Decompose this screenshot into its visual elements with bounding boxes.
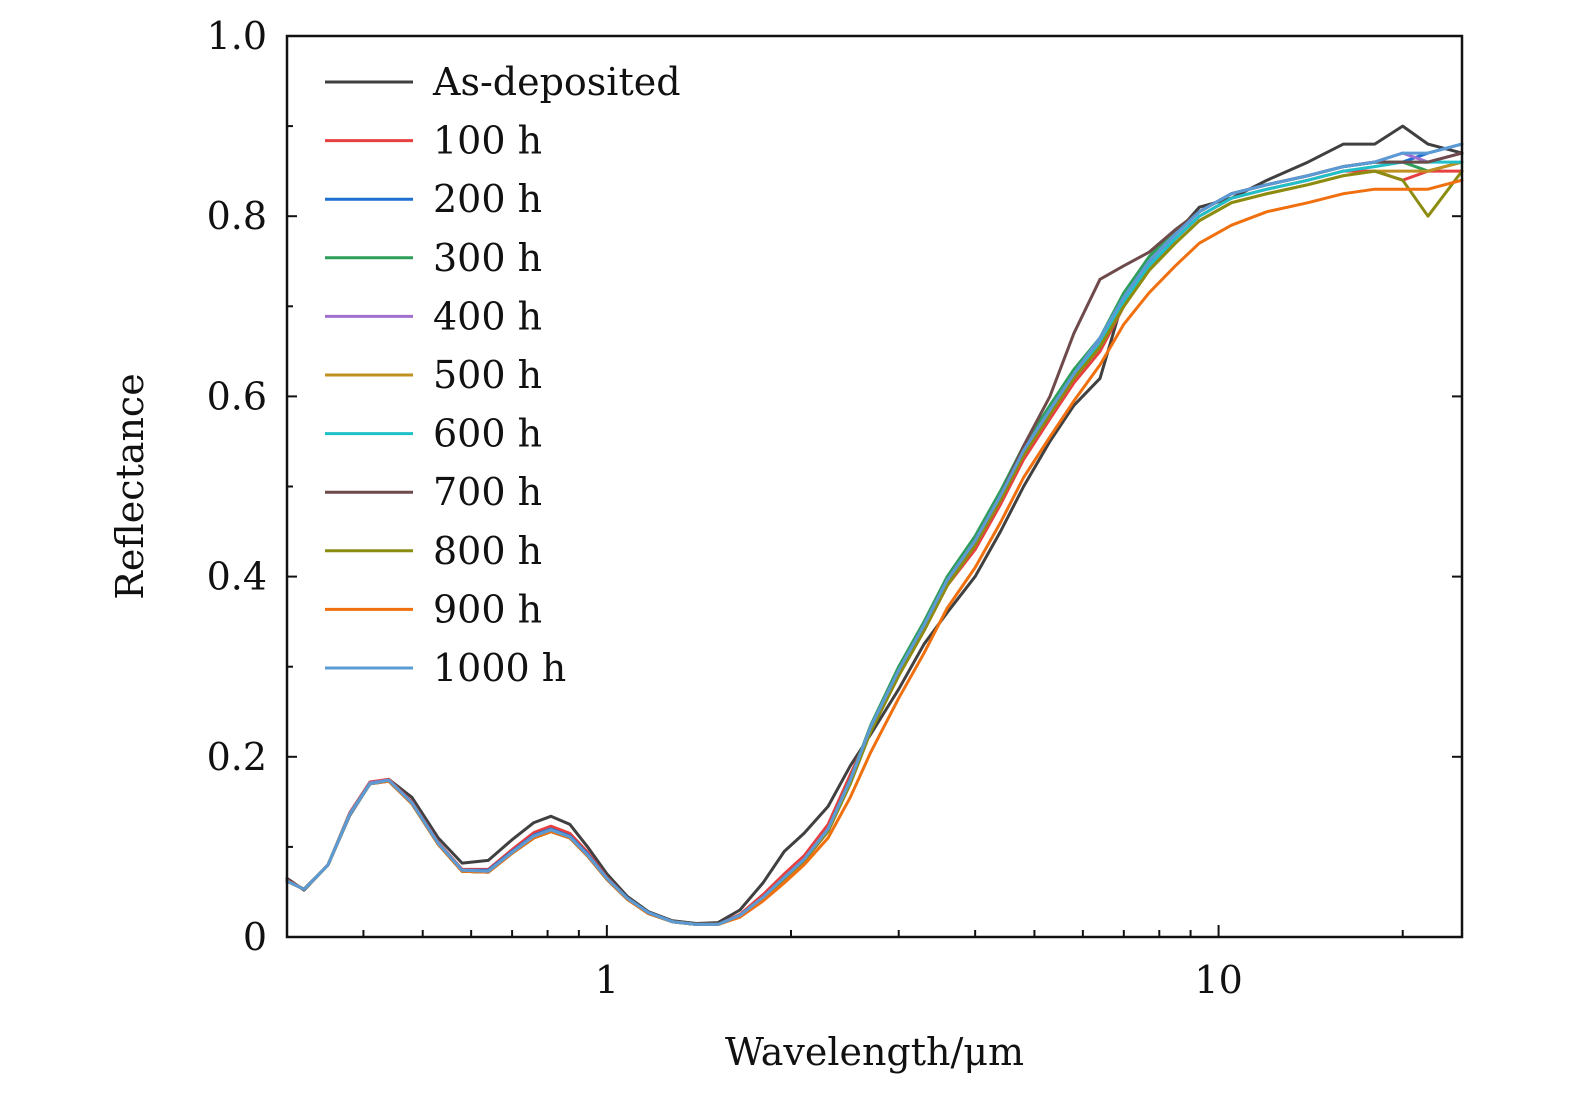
- x-axis-title: Wavelength/μm: [725, 1030, 1024, 1074]
- legend-label: 300 h: [433, 236, 542, 280]
- y-axis-title: Reflectance: [108, 373, 152, 599]
- ticks-layer: 0 0.2 0.4 0.6 0.8 1.0 1 10: [207, 14, 1462, 1002]
- y-tick-label: 0.6: [207, 374, 267, 418]
- y-tick-label: 0.8: [207, 194, 267, 238]
- legend-label: 100 h: [433, 119, 542, 163]
- y-tick-label: 0.2: [207, 735, 267, 779]
- legend-label: 800 h: [433, 529, 542, 573]
- legend-label: 200 h: [433, 177, 542, 221]
- legend-label: 900 h: [433, 587, 542, 631]
- series-layer: [285, 124, 1464, 926]
- legend-label: 400 h: [433, 294, 542, 338]
- y-tick-label: 0.4: [207, 555, 267, 599]
- legend: As-deposited 100 h 200 h 300 h 400 h 500 h 600…: [325, 60, 681, 690]
- series-line-10: [285, 142, 1464, 926]
- y-tick-label: 1.0: [207, 14, 267, 58]
- legend-label: 700 h: [433, 470, 542, 514]
- legend-label: 1000 h: [433, 646, 566, 690]
- x-tick-label: 10: [1194, 958, 1242, 1002]
- legend-label: As-deposited: [432, 60, 681, 104]
- y-tick-label: 0: [243, 915, 267, 959]
- legend-label: 600 h: [433, 412, 542, 456]
- series-line-0: [285, 124, 1464, 925]
- legend-label: 500 h: [433, 353, 542, 397]
- x-tick-label: 1: [595, 958, 619, 1002]
